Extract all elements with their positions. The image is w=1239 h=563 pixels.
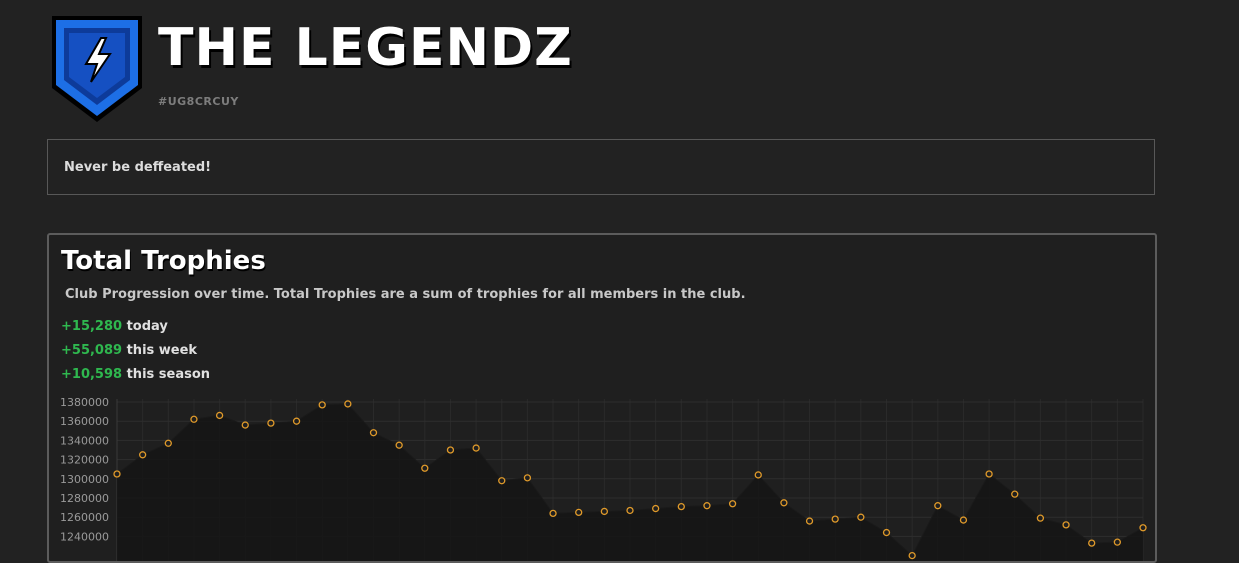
data-point	[857, 513, 865, 521]
panel-title: Total Trophies	[61, 246, 266, 276]
y-tick-label: 1260000	[60, 511, 109, 524]
total-trophies-panel: Total Trophies Club Progression over tim…	[47, 233, 1157, 563]
data-point	[318, 401, 326, 409]
data-point	[1113, 538, 1121, 546]
data-point	[498, 477, 506, 485]
y-tick-label: 1380000	[60, 396, 109, 409]
data-point	[780, 499, 788, 507]
data-point	[831, 515, 839, 523]
data-point	[113, 470, 121, 478]
data-point	[344, 400, 352, 408]
data-point	[395, 441, 403, 449]
data-point	[959, 516, 968, 524]
data-point	[626, 506, 634, 515]
data-point	[652, 504, 660, 513]
data-point	[677, 502, 685, 511]
club-badge-icon	[52, 16, 142, 122]
data-point	[600, 507, 608, 516]
data-point	[575, 508, 583, 517]
data-point	[139, 451, 147, 459]
trophies-line-chart: 1380000 1360000 1340000 1320000 1300000 12800…	[60, 396, 1147, 561]
y-tick-label: 1280000	[60, 492, 109, 505]
club-description: Never be deffeated!	[64, 160, 212, 175]
y-tick-label: 1340000	[60, 434, 109, 447]
data-point	[703, 502, 711, 510]
data-point	[267, 419, 275, 427]
data-point	[1139, 524, 1147, 532]
stat-season-label: this season	[126, 367, 211, 382]
data-point	[1011, 490, 1019, 498]
data-point	[292, 417, 301, 425]
data-point	[190, 415, 198, 423]
data-point	[882, 528, 891, 537]
club-header: THE LEGENDZ #UG8CRCUY	[48, 14, 748, 126]
y-tick-label: 1240000	[60, 530, 109, 543]
club-name: THE LEGENDZ	[158, 18, 573, 78]
data-point	[1062, 521, 1070, 529]
stat-season-value: +10,598	[61, 367, 123, 382]
stat-today-label: today	[126, 319, 168, 334]
stat-week-value: +55,089	[61, 343, 123, 358]
data-point	[934, 502, 942, 510]
club-description-box: Never be deffeated!	[47, 139, 1155, 195]
y-tick-label: 1320000	[60, 454, 109, 467]
stat-week-label: this week	[126, 343, 198, 358]
stat-today-value: +15,280	[61, 319, 123, 334]
data-point	[985, 470, 993, 478]
data-point	[908, 551, 916, 560]
data-point	[1036, 514, 1045, 522]
data-point	[241, 421, 249, 429]
panel-subtitle: Club Progression over time. Total Trophi…	[65, 287, 746, 302]
data-point	[805, 517, 814, 525]
data-point	[369, 429, 378, 437]
data-point	[728, 500, 737, 508]
y-tick-label: 1300000	[60, 473, 109, 486]
club-tag: #UG8CRCUY	[158, 95, 239, 108]
y-tick-label: 1360000	[60, 415, 109, 428]
data-point	[215, 411, 224, 420]
data-point	[549, 509, 557, 518]
data-point	[1088, 539, 1096, 547]
stat-today: +15,280 today	[61, 319, 168, 334]
data-point	[523, 474, 532, 482]
data-point	[472, 444, 480, 452]
data-point	[446, 446, 455, 454]
data-point	[754, 471, 762, 479]
data-point	[164, 439, 172, 447]
stat-season: +10,598 this season	[61, 367, 210, 382]
series-area	[117, 403, 1143, 561]
stat-week: +55,089 this week	[61, 343, 197, 358]
data-point	[421, 464, 429, 472]
